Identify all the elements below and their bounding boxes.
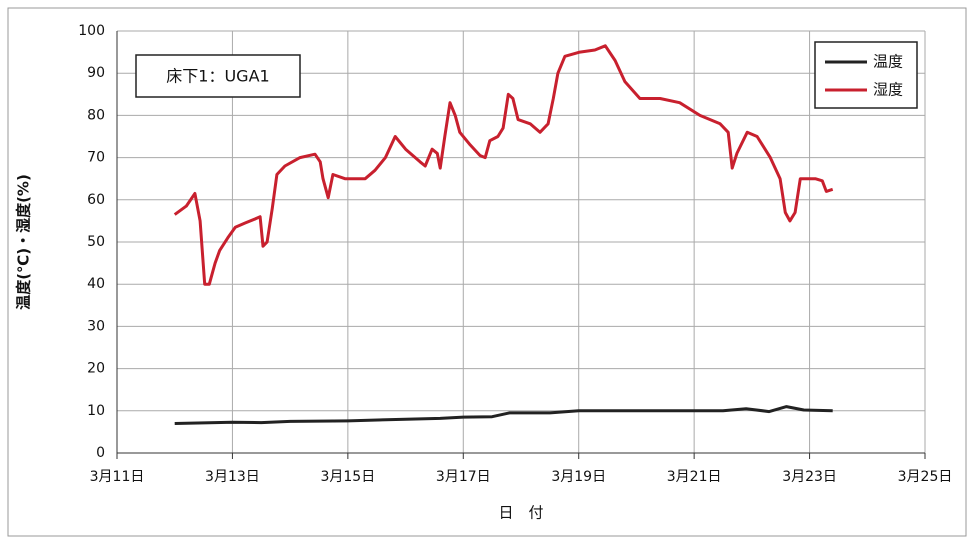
y-tick-label: 0 <box>96 445 105 461</box>
x-tick-label: 3月25日 <box>898 469 953 485</box>
legend-label: 湿度 <box>873 81 903 99</box>
y-tick-label: 20 <box>87 361 105 377</box>
series-line <box>174 405 833 425</box>
x-axis-label: 日 付 <box>498 504 543 522</box>
x-tick-label: 3月19日 <box>551 469 606 485</box>
x-tick-label: 3月23日 <box>782 469 837 485</box>
legend-label: 温度 <box>873 53 903 71</box>
x-tick-label: 3月11日 <box>90 469 145 485</box>
y-tick-label: 60 <box>87 192 105 208</box>
y-tick-label: 100 <box>78 23 105 39</box>
x-tick-label: 3月21日 <box>667 469 722 485</box>
y-tick-label: 40 <box>87 276 105 292</box>
x-tick-label: 3月13日 <box>205 469 260 485</box>
y-tick-label: 70 <box>87 150 105 166</box>
y-tick-label: 80 <box>87 107 105 123</box>
series-line <box>173 44 834 286</box>
y-tick-label: 30 <box>87 318 105 334</box>
x-tick-label: 3月15日 <box>320 469 375 485</box>
chart-border <box>7 7 967 537</box>
annotation: 床下1：UGA1 <box>166 67 269 86</box>
x-tick-label: 3月17日 <box>436 469 491 485</box>
y-tick-label: 10 <box>87 403 105 419</box>
legend-box <box>814 41 918 109</box>
y-axis-label: 温度(℃)・湿度(%) <box>15 174 33 310</box>
y-tick-label: 90 <box>87 65 105 81</box>
annotation-box <box>135 54 301 98</box>
y-tick-label: 50 <box>87 234 105 250</box>
